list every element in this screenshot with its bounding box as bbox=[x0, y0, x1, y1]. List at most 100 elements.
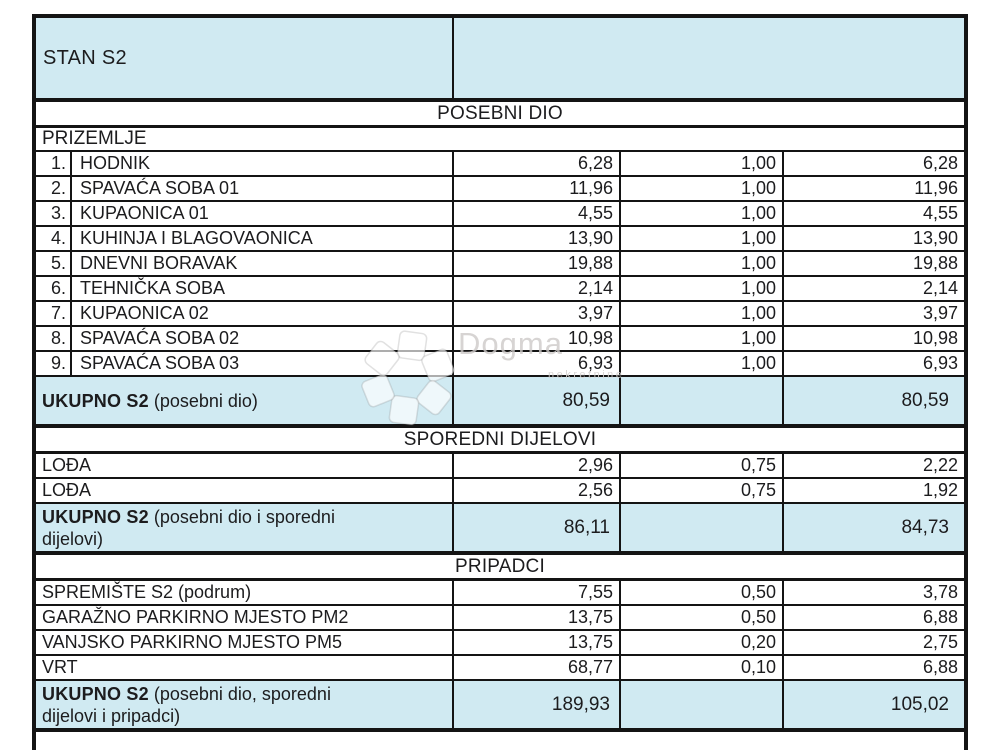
room-name: TEHNIČKA SOBA bbox=[80, 278, 226, 298]
share-value: 3,78 bbox=[782, 581, 964, 604]
room-name-cell: 1. HODNIK bbox=[36, 152, 452, 175]
coefficient-value: 0,50 bbox=[619, 581, 782, 604]
room-name: LOĐA bbox=[42, 455, 92, 475]
table-row: GARAŽNO PARKIRNO MJESTO PM2 13,75 0,50 6,88 bbox=[36, 606, 964, 631]
section-row: POSEBNI DIO bbox=[36, 102, 964, 128]
area-value: 10,98 bbox=[452, 327, 619, 350]
total-label: UKUPNO S2 (posebni dio) bbox=[36, 377, 452, 424]
coefficient-value: 1,00 bbox=[619, 202, 782, 225]
total-share-value: 105,02 bbox=[782, 681, 964, 728]
row-number: 5. bbox=[36, 252, 72, 275]
total-label-bold: UKUPNO S2 bbox=[42, 683, 149, 704]
total-area-value: 189,93 bbox=[452, 681, 619, 728]
area-value: 2,56 bbox=[452, 479, 619, 502]
total-label: UKUPNO S2 (posebni dio, sporedni dijelov… bbox=[36, 681, 452, 728]
row-number: 9. bbox=[36, 352, 72, 375]
room-name-cell: 4. KUHINJA I BLAGOVAONICA bbox=[36, 227, 452, 250]
room-name: GARAŽNO PARKIRNO MJESTO PM2 bbox=[42, 607, 349, 627]
area-value: 13,75 bbox=[452, 606, 619, 629]
room-name-cell: LOĐA bbox=[36, 479, 452, 502]
total-row: UKUPNO S2 (posebni dio) 80,59 80,59 bbox=[36, 377, 964, 428]
total-area-value: 86,11 bbox=[452, 504, 619, 551]
coefficient-value: 0,75 bbox=[619, 454, 782, 477]
share-value: 4,55 bbox=[782, 202, 964, 225]
area-value: 2,96 bbox=[452, 454, 619, 477]
total-label-bold: UKUPNO S2 bbox=[42, 506, 149, 527]
room-name: DNEVNI BORAVAK bbox=[80, 253, 238, 273]
area-value: 2,14 bbox=[452, 277, 619, 300]
coefficient-value: 1,00 bbox=[619, 352, 782, 375]
row-number: 3. bbox=[36, 202, 72, 225]
table-row: VRT 68,77 0,10 6,88 bbox=[36, 656, 964, 681]
room-name: SPREMIŠTE S2 (podrum) bbox=[42, 582, 252, 602]
table-row: 1. HODNIK 6,28 1,00 6,28 bbox=[36, 152, 964, 177]
table-row: 4. KUHINJA I BLAGOVAONICA 13,90 1,00 13,90 bbox=[36, 227, 964, 252]
room-name: LOĐA bbox=[42, 480, 92, 500]
area-value: 7,55 bbox=[452, 581, 619, 604]
total-label-rest: (posebni dio i sporedni dijelovi) bbox=[42, 506, 335, 549]
row-number: 2. bbox=[36, 177, 72, 200]
share-value: 2,22 bbox=[782, 454, 964, 477]
room-name-cell: SPREMIŠTE S2 (podrum) bbox=[36, 581, 452, 604]
total-label: UKUPNO S2 (posebni dio i sporedni dijelo… bbox=[36, 504, 452, 551]
table-row: VANJSKO PARKIRNO MJESTO PM5 13,75 0,20 2,75 bbox=[36, 631, 964, 656]
area-value: 19,88 bbox=[452, 252, 619, 275]
section-title: SPOREDNI DIJELOVI bbox=[403, 428, 597, 450]
share-value: 6,93 bbox=[782, 352, 964, 375]
table-row: 5. DNEVNI BORAVAK 19,88 1,00 19,88 bbox=[36, 252, 964, 277]
coefficient-value: 0,10 bbox=[619, 656, 782, 679]
section-title: PRIZEMLJE bbox=[42, 128, 147, 149]
row-number: 7. bbox=[36, 302, 72, 325]
share-value: 19,88 bbox=[782, 252, 964, 275]
room-name: SPAVAĆA SOBA 02 bbox=[80, 328, 240, 348]
table-row: LOĐA 2,56 0,75 1,92 bbox=[36, 479, 964, 504]
row-number: 8. bbox=[36, 327, 72, 350]
coefficient-value: 0,20 bbox=[619, 631, 782, 654]
coefficient-value: 1,00 bbox=[619, 227, 782, 250]
area-value: 13,90 bbox=[452, 227, 619, 250]
coefficient-value: 1,00 bbox=[619, 327, 782, 350]
total-label-bold: UKUPNO S2 bbox=[42, 390, 149, 411]
share-value: 2,14 bbox=[782, 277, 964, 300]
total-coefficient-cell bbox=[619, 681, 782, 728]
share-value: 6,88 bbox=[782, 606, 964, 629]
share-value: 6,28 bbox=[782, 152, 964, 175]
area-value: 4,55 bbox=[452, 202, 619, 225]
area-value: 13,75 bbox=[452, 631, 619, 654]
room-name-cell: 2. SPAVAĆA SOBA 01 bbox=[36, 177, 452, 200]
share-value: 2,75 bbox=[782, 631, 964, 654]
coefficient-value: 0,50 bbox=[619, 606, 782, 629]
room-name-cell: 9. SPAVAĆA SOBA 03 bbox=[36, 352, 452, 375]
table-row: LOĐA 2,96 0,75 2,22 bbox=[36, 454, 964, 479]
room-name: KUPAONICA 01 bbox=[80, 203, 209, 223]
coefficient-value: 1,00 bbox=[619, 252, 782, 275]
room-name: KUPAONICA 02 bbox=[80, 303, 209, 323]
room-name: KUHINJA I BLAGOVAONICA bbox=[80, 228, 313, 248]
table-row: 2. SPAVAĆA SOBA 01 11,96 1,00 11,96 bbox=[36, 177, 964, 202]
area-value: 3,97 bbox=[452, 302, 619, 325]
total-share-value: 80,59 bbox=[782, 377, 964, 424]
share-value: 3,97 bbox=[782, 302, 964, 325]
area-value: 11,96 bbox=[452, 177, 619, 200]
title-row: STAN S2 bbox=[36, 18, 964, 102]
coefficient-value: 0,75 bbox=[619, 479, 782, 502]
section-title: PRIPADCI bbox=[455, 555, 545, 577]
area-value: 68,77 bbox=[452, 656, 619, 679]
room-name-cell: VANJSKO PARKIRNO MJESTO PM5 bbox=[36, 631, 452, 654]
room-name-cell: 3. KUPAONICA 01 bbox=[36, 202, 452, 225]
room-name-cell: 5. DNEVNI BORAVAK bbox=[36, 252, 452, 275]
table-row: 3. KUPAONICA 01 4,55 1,00 4,55 bbox=[36, 202, 964, 227]
table-row: 6. TEHNIČKA SOBA 2,14 1,00 2,14 bbox=[36, 277, 964, 302]
room-name-cell: 8. SPAVAĆA SOBA 02 bbox=[36, 327, 452, 350]
room-name-cell: LOĐA bbox=[36, 454, 452, 477]
total-coefficient-cell bbox=[619, 377, 782, 424]
room-name: VANJSKO PARKIRNO MJESTO PM5 bbox=[42, 632, 343, 652]
section-left-row: PRIZEMLJE bbox=[36, 128, 964, 152]
share-value: 10,98 bbox=[782, 327, 964, 350]
share-value: 1,92 bbox=[782, 479, 964, 502]
total-row: UKUPNO S2 (posebni dio i sporedni dijelo… bbox=[36, 504, 964, 555]
share-value: 11,96 bbox=[782, 177, 964, 200]
title-right-cell bbox=[452, 18, 964, 98]
coefficient-value: 1,00 bbox=[619, 277, 782, 300]
